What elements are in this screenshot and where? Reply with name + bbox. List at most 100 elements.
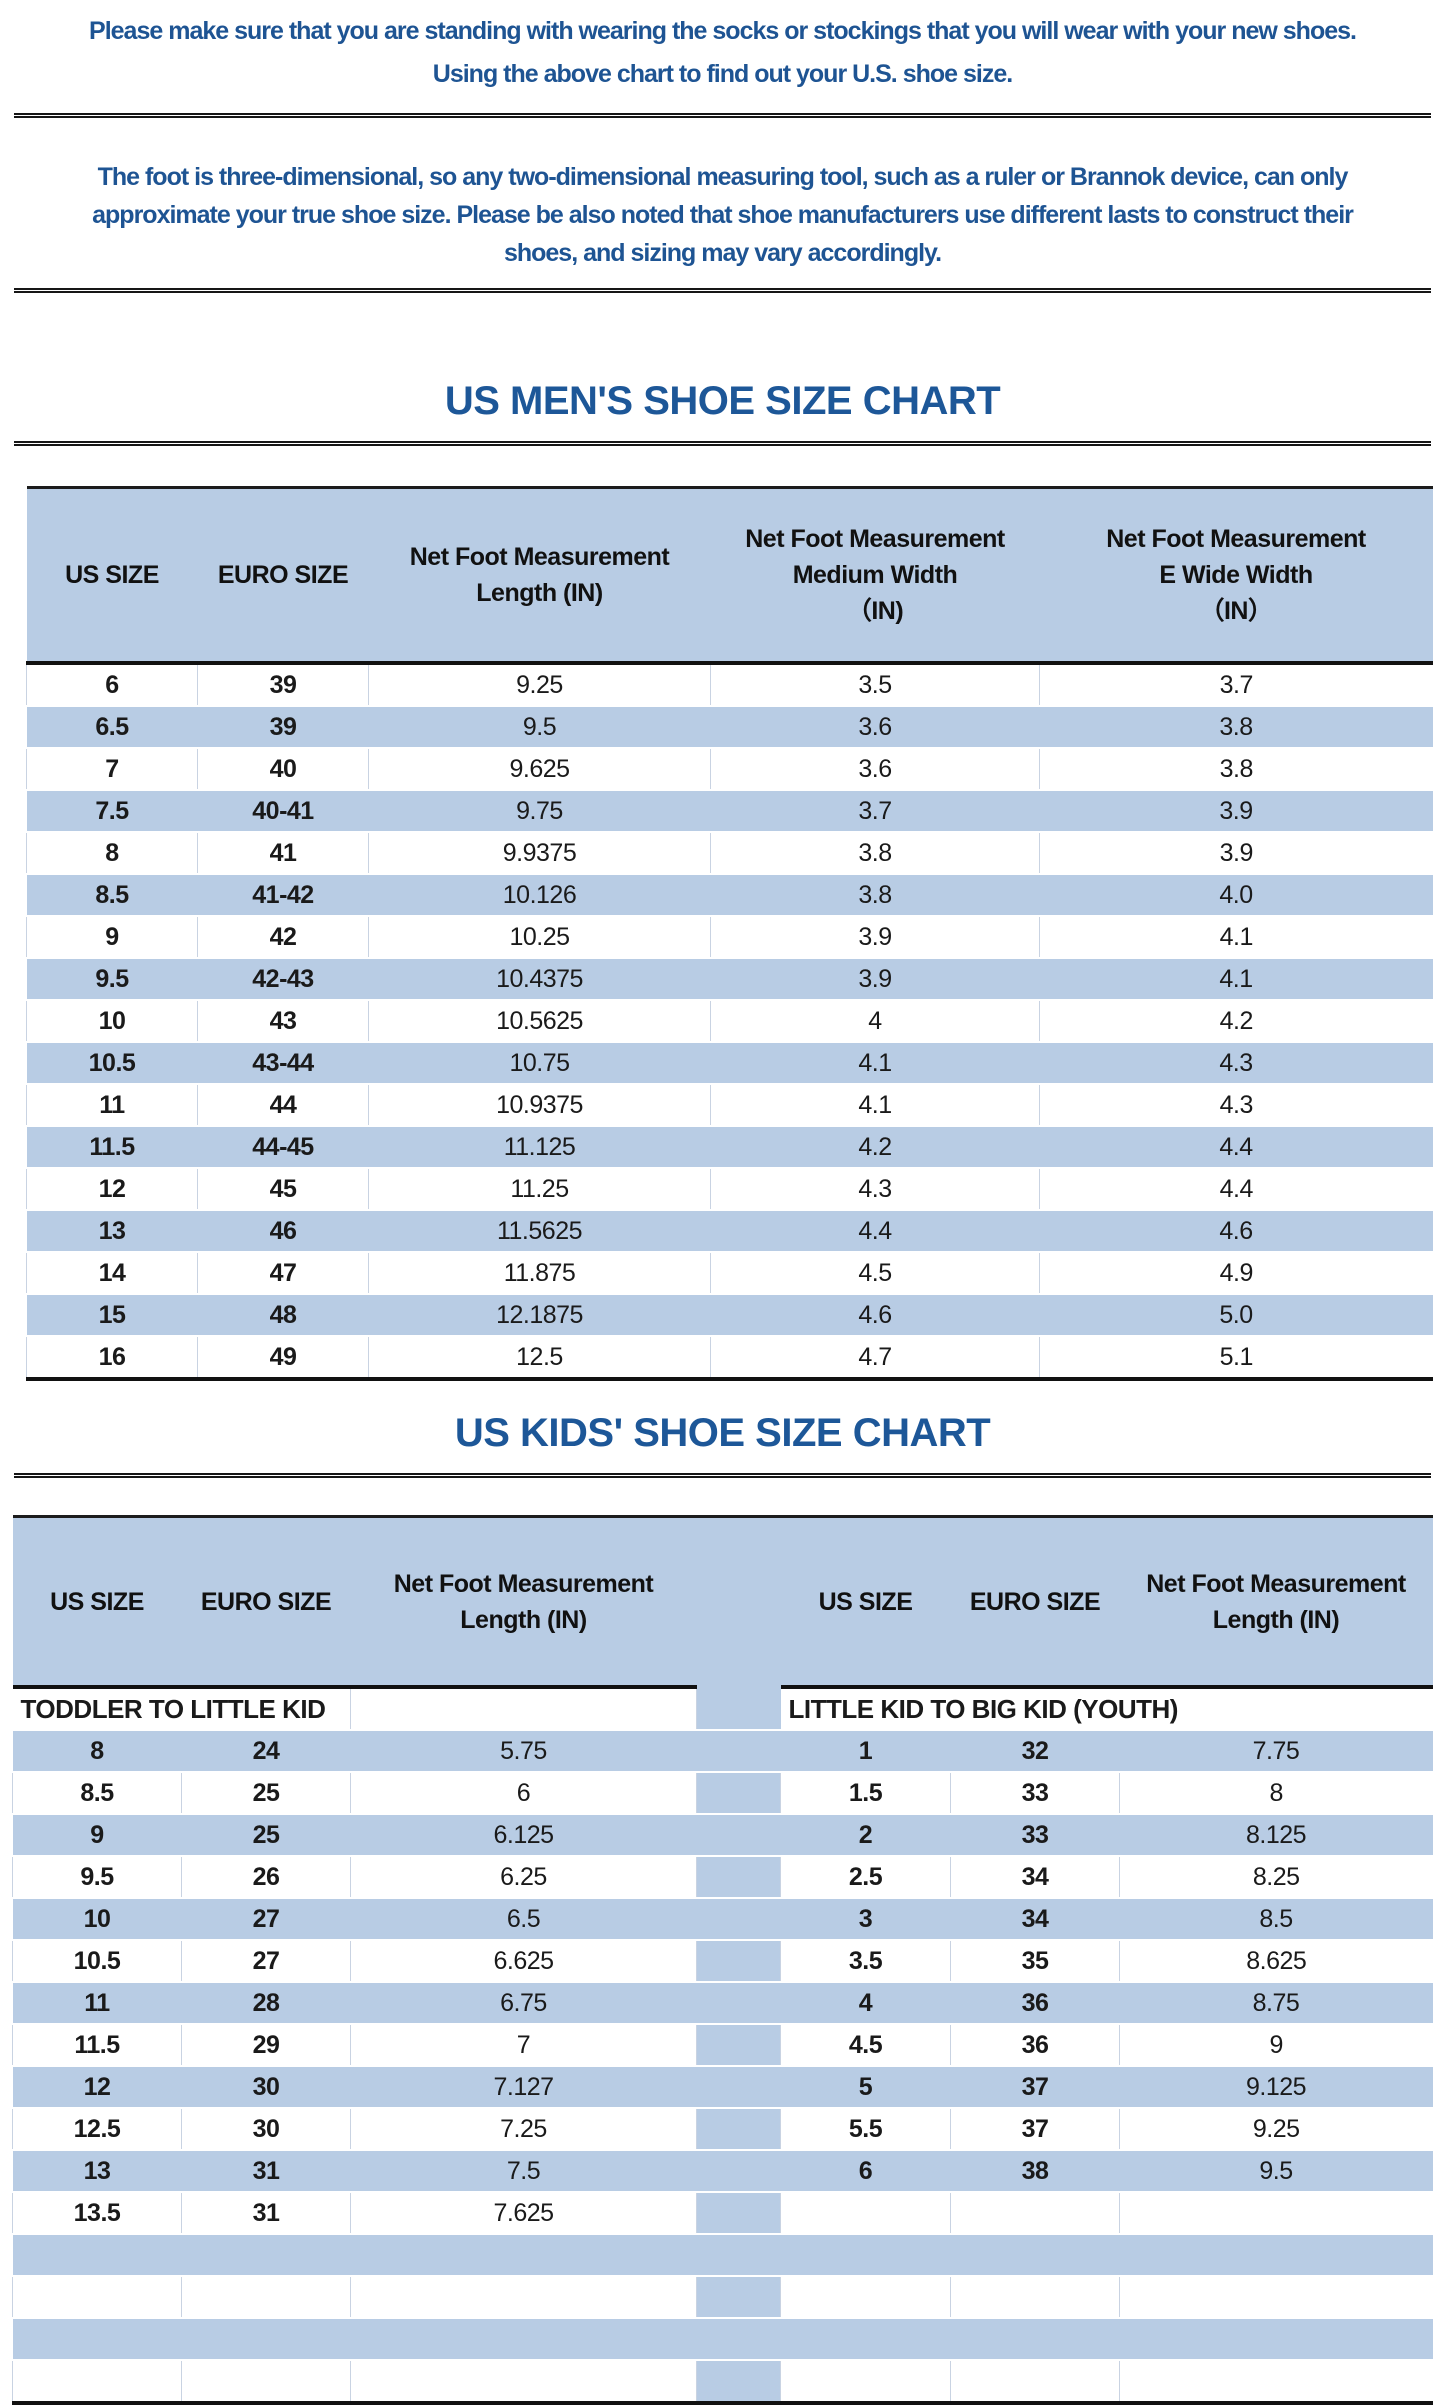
table-row: 11.5 29 7 4.5 36 9 xyxy=(12,2024,1433,2067)
table-cell xyxy=(181,2318,351,2361)
table-cell: 7.5 xyxy=(26,790,198,833)
table-cell: 11.5 xyxy=(26,1126,198,1169)
table-cell: 37 xyxy=(950,2066,1120,2109)
table-cell: 24 xyxy=(181,1730,351,1773)
table-cell: 4.0 xyxy=(1039,874,1433,917)
table-cell xyxy=(12,2234,182,2277)
table-cell: 7.5 xyxy=(350,2150,697,2193)
group-label-row: TODDLER TO LITTLE KID LITTLE KID TO BIG … xyxy=(12,1687,1433,1731)
table-cell: 10.75 xyxy=(368,1042,711,1085)
table-cell: 8.125 xyxy=(1119,1814,1433,1857)
table-row: 10.5 43-44 10.75 4.1 4.3 xyxy=(26,1042,1433,1085)
table-row: 9 25 6.125 2 33 8.125 xyxy=(12,1814,1433,1857)
table-cell: 6.5 xyxy=(26,706,198,749)
spacer-cell xyxy=(696,1982,781,2025)
header-row: US SIZE EURO SIZE Net Foot Measurement L… xyxy=(26,487,1433,665)
spacer-cell xyxy=(696,2066,781,2109)
table-cell: 15 xyxy=(26,1294,198,1337)
table-cell xyxy=(950,2360,1120,2404)
table-row xyxy=(12,2318,1433,2361)
table-cell: 37 xyxy=(950,2108,1120,2151)
toddler-group-label: TODDLER TO LITTLE KID xyxy=(12,1687,351,1731)
table-cell: 13 xyxy=(12,2150,182,2193)
spacer-cell xyxy=(696,1856,781,1899)
table-row: 12 30 7.127 5 37 9.125 xyxy=(12,2066,1433,2109)
table-row xyxy=(12,2276,1433,2319)
table-cell: 4.4 xyxy=(1039,1168,1433,1211)
table-cell: 36 xyxy=(950,2024,1120,2067)
table-cell: 11.25 xyxy=(368,1168,711,1211)
table-cell: 27 xyxy=(181,1940,351,1983)
table-cell: 25 xyxy=(181,1772,351,1815)
table-cell: 11.5 xyxy=(12,2024,182,2067)
table-cell: 5.75 xyxy=(350,1730,697,1773)
table-cell: 8 xyxy=(12,1730,182,1773)
table-cell: 9 xyxy=(26,916,198,959)
table-cell: 34 xyxy=(950,1898,1120,1941)
table-cell: 16 xyxy=(26,1336,198,1380)
table-row: 12.5 30 7.25 5.5 37 9.25 xyxy=(12,2108,1433,2151)
table-row: 13 31 7.5 6 38 9.5 xyxy=(12,2150,1433,2193)
table-cell: 4.2 xyxy=(710,1126,1040,1169)
table-cell: 4.7 xyxy=(710,1336,1040,1380)
horizontal-rule xyxy=(14,1473,1431,1478)
table-cell xyxy=(181,2234,351,2277)
table-cell: 43-44 xyxy=(197,1042,369,1085)
table-cell: 25 xyxy=(181,1814,351,1857)
column-header-euro-size: EURO SIZE xyxy=(181,1516,351,1689)
table-cell: 39 xyxy=(197,706,369,749)
table-cell: 46 xyxy=(197,1210,369,1253)
table-cell: 7.75 xyxy=(1119,1730,1433,1773)
table-cell: 41-42 xyxy=(197,874,369,917)
table-cell: 48 xyxy=(197,1294,369,1337)
table-row: 13.5 31 7.625 xyxy=(12,2192,1433,2235)
table-cell: 10.25 xyxy=(368,916,711,959)
table-cell: 8 xyxy=(1119,1772,1433,1815)
table-cell: 12.5 xyxy=(12,2108,182,2151)
table-cell: 6 xyxy=(26,663,198,707)
table-cell: 3.6 xyxy=(710,748,1040,791)
table-cell: 8.5 xyxy=(26,874,198,917)
table-row: 16 49 12.5 4.7 5.1 xyxy=(26,1336,1433,1380)
table-cell: 40 xyxy=(197,748,369,791)
table-cell: 33 xyxy=(950,1772,1120,1815)
table-cell: 11 xyxy=(12,1982,182,2025)
table-cell: 3.9 xyxy=(710,958,1040,1001)
table-cell: 34 xyxy=(950,1856,1120,1899)
table-cell: 8.5 xyxy=(12,1772,182,1815)
table-cell: 3.8 xyxy=(710,874,1040,917)
table-cell: 4.1 xyxy=(710,1084,1040,1127)
table-cell: 44-45 xyxy=(197,1126,369,1169)
note-line: The foot is three-dimensional, so any tw… xyxy=(97,163,1349,191)
table-row: 10 43 10.5625 4 4.2 xyxy=(26,1000,1433,1043)
table-cell: 10 xyxy=(26,1000,198,1043)
table-row: 7 40 9.625 3.6 3.8 xyxy=(26,748,1433,791)
table-cell: 3.8 xyxy=(1039,706,1433,749)
table-cell: 39 xyxy=(197,663,369,707)
spacer-cell xyxy=(696,1940,781,1983)
table-row: 15 48 12.1875 4.6 5.0 xyxy=(26,1294,1433,1337)
table-row: 8.5 41-42 10.126 3.8 4.0 xyxy=(26,874,1433,917)
table-cell: 6.625 xyxy=(350,1940,697,1983)
table-cell: 7.625 xyxy=(350,2192,697,2235)
empty-cell xyxy=(350,1687,697,1731)
table-cell xyxy=(950,2318,1120,2361)
table-cell: 2 xyxy=(780,1814,951,1857)
table-cell xyxy=(350,2360,697,2404)
table-cell xyxy=(1119,2192,1433,2235)
table-cell: 3.8 xyxy=(710,832,1040,875)
table-cell: 5.5 xyxy=(780,2108,951,2151)
table-cell: 4.3 xyxy=(1039,1084,1433,1127)
table-cell: 5.1 xyxy=(1039,1336,1433,1380)
table-cell: 4.6 xyxy=(1039,1210,1433,1253)
table-cell: 13.5 xyxy=(12,2192,182,2235)
table-cell: 9.5 xyxy=(12,1856,182,1899)
kids-chart-title: US KIDS' SHOE SIZE CHART xyxy=(454,1411,991,1455)
table-row: 8 24 5.75 1 32 7.75 xyxy=(12,1730,1433,1773)
spacer-cell xyxy=(696,1772,781,1815)
spacer-cell xyxy=(696,1814,781,1857)
table-cell xyxy=(1119,2360,1433,2404)
table-cell: 7.127 xyxy=(350,2066,697,2109)
spacer-cell xyxy=(696,1687,781,1731)
table-cell: 6.5 xyxy=(350,1898,697,1941)
